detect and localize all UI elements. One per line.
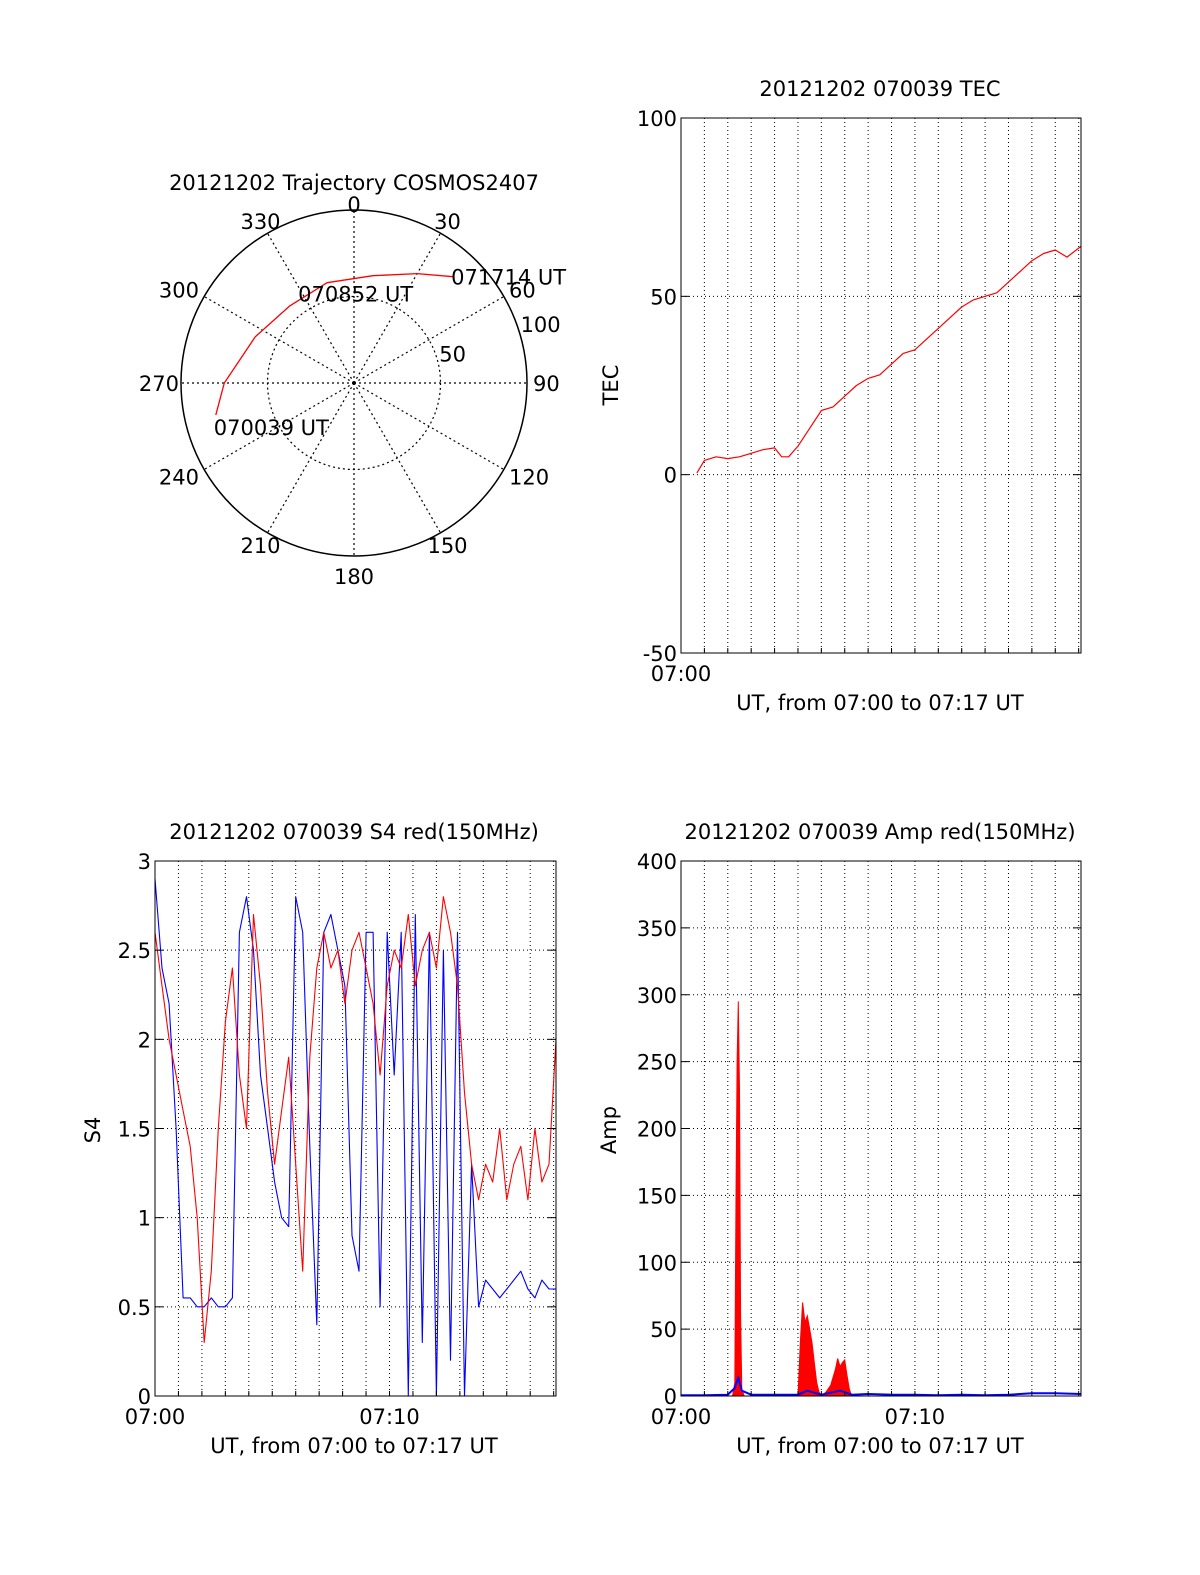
s4-plot-area: 0 0.5 1 1.5 2 2.5 3 07:00 07:10 (118, 850, 557, 1429)
y-tick-label: 2.5 (118, 939, 151, 963)
series-line (155, 878, 556, 1396)
amp-title: 20121202 070039 Amp red(150MHz) (684, 820, 1075, 844)
plot-frame (680, 117, 1082, 654)
polar-spoke (203, 382, 355, 471)
series-group (681, 1001, 1081, 1396)
polar-trajectory-line (215, 272, 454, 416)
amp-xlabel: UT, from 07:00 to 07:17 UT (736, 1434, 1024, 1458)
series-group (155, 878, 556, 1396)
s4-panel: 20121202 070039 S4 red(150MHz) 0 0.5 1 1.5 2… (81, 820, 557, 1458)
polar-spoke (353, 295, 505, 384)
s4-title: 20121202 070039 S4 red(150MHz) (169, 820, 539, 844)
y-tick-label: 50 (650, 285, 677, 309)
series-area (681, 1001, 1081, 1396)
tec-title: 20121202 070039 TEC (759, 77, 1000, 101)
polar-azimuth-label: 30 (434, 210, 461, 234)
tec-ylabel: TEC (599, 365, 623, 407)
polar-radial-label: 100 (521, 313, 561, 337)
series-group (696, 245, 1081, 474)
y-tick-label: 1.5 (118, 1118, 151, 1142)
polar-azimuth-label: 300 (159, 279, 199, 303)
x-tick-label: 07:00 (125, 1405, 186, 1429)
polar-time-annotation: 070039 UT (214, 416, 329, 440)
y-tick-label: 0 (138, 1385, 151, 1409)
x-tick-label: 07:00 (651, 662, 712, 686)
polar-azimuth-label: 60 (509, 279, 536, 303)
y-tick-label: 250 (637, 1051, 677, 1075)
polar-spoke (266, 382, 355, 534)
s4-xlabel: UT, from 07:00 to 07:17 UT (210, 1434, 498, 1458)
y-tick-label: 350 (637, 917, 677, 941)
y-tick-label: 100 (637, 107, 677, 131)
amp-panel: 20121202 070039 Amp red(150MHz) 0 50 100 15… (597, 820, 1082, 1458)
y-tick-label: 0.5 (118, 1296, 151, 1320)
y-tick-label: 0 (664, 1385, 677, 1409)
polar-azimuth-label: 240 (159, 466, 199, 490)
polar-radial-label: 50 (439, 342, 466, 366)
y-tick-label: 300 (637, 984, 677, 1008)
tec-panel: 20121202 070039 TEC -50 0 50 100 07:00 UT, f… (599, 77, 1082, 715)
polar-azimuth-label: 330 (240, 210, 280, 234)
x-tick-label: 07:00 (651, 1405, 712, 1429)
y-tick-label: 3 (138, 850, 151, 874)
polar-annotations: 070039 UT 070852 UT 071714 UT (214, 266, 567, 440)
series-line (696, 245, 1081, 474)
y-tick-label: 200 (637, 1118, 677, 1142)
amp-plot-area: 0 50 100 150 200 250 300 350 400 07:00 07:10 (637, 850, 1082, 1429)
polar-azimuth-label: 90 (533, 372, 560, 396)
y-tick-label: 1 (138, 1207, 151, 1231)
polar-title: 20121202 Trajectory COSMOS2407 (169, 171, 539, 195)
polar-spoke (203, 295, 355, 384)
polar-spoke (353, 382, 505, 471)
polar-outer-circle (180, 209, 528, 557)
polar-spoke (353, 382, 442, 534)
polar-azimuth-label: 120 (509, 466, 549, 490)
polar-azimuth-label: 180 (334, 565, 374, 589)
s4-ylabel: S4 (81, 1117, 105, 1144)
polar-time-annotation: 071714 UT (451, 266, 566, 290)
polar-spoke (353, 232, 442, 384)
tec-xlabel: UT, from 07:00 to 07:17 UT (736, 691, 1024, 715)
series-line (681, 1376, 1081, 1396)
y-tick-label: 150 (637, 1184, 677, 1208)
y-tick-label: 400 (637, 850, 677, 874)
x-tick-label: 07:10 (359, 1405, 420, 1429)
polar-azimuth-label: 0 (347, 193, 360, 217)
polar-grid (181, 210, 527, 556)
y-tick-label: -50 (643, 642, 677, 666)
polar-labels: 0 30 60 90 120 150 180 210 240 270 300 330 (139, 193, 560, 589)
x-tick-label: 07:10 (885, 1405, 946, 1429)
polar-time-annotation: 070852 UT (298, 282, 413, 306)
y-tick-label: 100 (637, 1251, 677, 1275)
amp-ylabel: Amp (597, 1106, 621, 1154)
polar-spoke (266, 232, 355, 384)
polar-panel: 20121202 Trajectory COSMOS2407 0 30 60 90 12… (139, 171, 566, 589)
polar-azimuth-label: 270 (139, 372, 179, 396)
y-tick-label: 0 (664, 464, 677, 488)
series-line (155, 896, 556, 1344)
y-tick-label: 2 (138, 1028, 151, 1052)
polar-radial-labels: 50 100 (439, 313, 560, 367)
tec-plot-area: -50 0 50 100 07:00 (637, 107, 1082, 686)
polar-series (215, 272, 454, 416)
polar-azimuth-label: 150 (427, 534, 467, 558)
y-tick-label: 50 (650, 1318, 677, 1342)
polar-azimuth-label: 210 (240, 534, 280, 558)
